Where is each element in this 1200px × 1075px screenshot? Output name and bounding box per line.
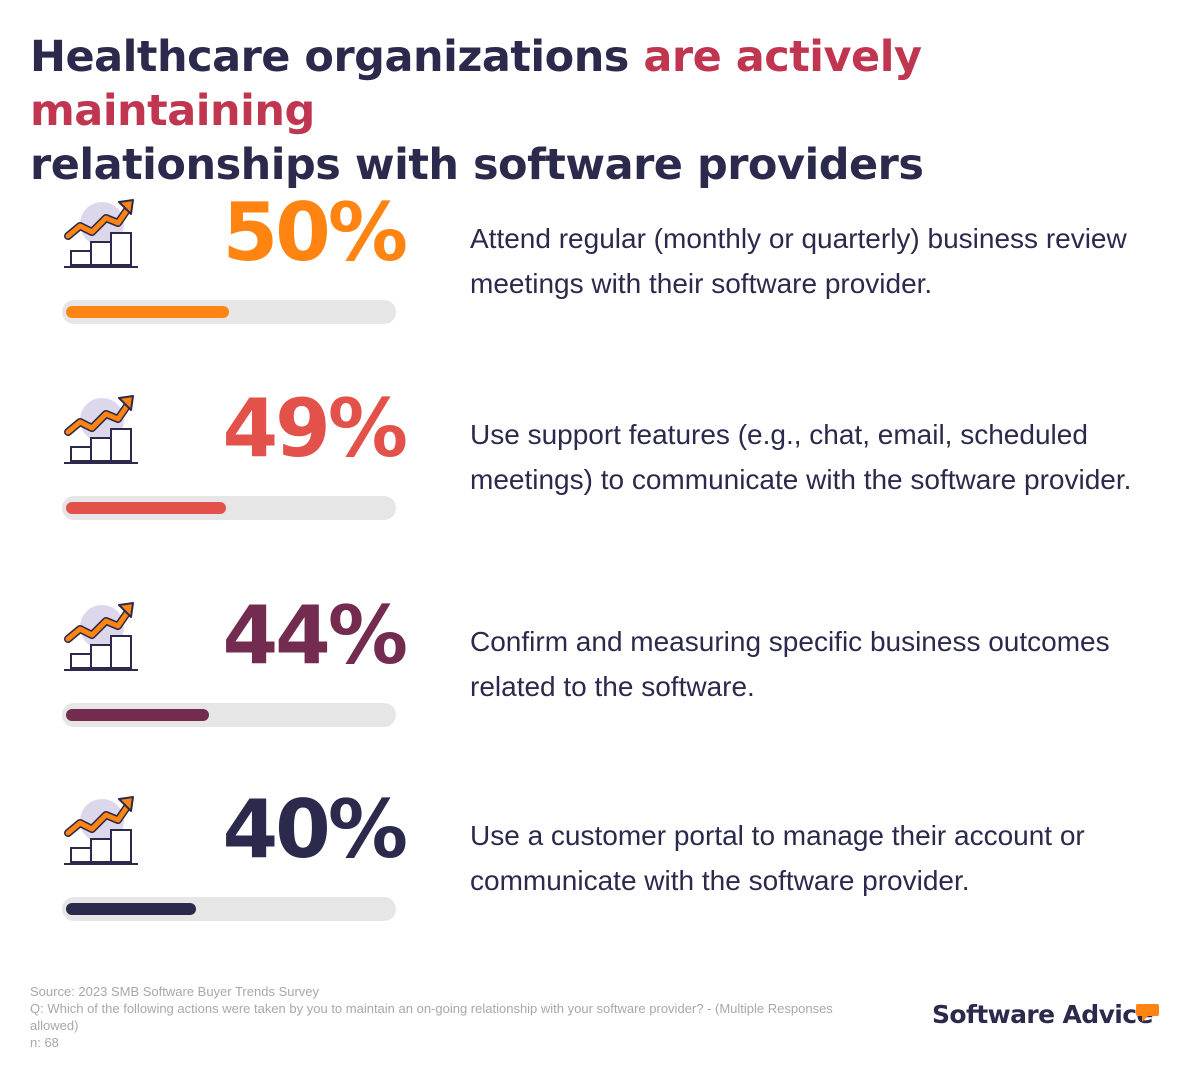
footer-question: Q: Which of the following actions were t… [30,1001,833,1033]
stat-row: 44% Confirm and measuring specific busine… [0,591,1200,759]
progress-bar [66,903,196,915]
progress-track [62,300,396,324]
stat-percentage: 49% [222,382,408,475]
growth-chart-icon [60,196,140,272]
growth-chart-icon [60,793,140,869]
stat-description: Attend regular (monthly or quarterly) bu… [470,223,1127,299]
footer-n: n: 68 [30,1035,59,1050]
title-part2: relationships with software providers [30,140,924,190]
brand-name: Software Advice [932,1000,1153,1029]
progress-bar [66,306,229,318]
stat-percentage: 44% [222,589,408,682]
stat-description: Use a customer portal to manage their ac… [470,820,1085,896]
progress-bar [66,709,209,721]
stat-row: 40% Use a customer portal to manage their… [0,785,1200,953]
stat-description: Confirm and measuring specific business … [470,626,1110,702]
page-title: Healthcare organizations are actively ma… [30,30,1180,192]
stat-row: 50% Attend regular (monthly or quarterly)… [0,188,1200,356]
progress-track [62,703,396,727]
progress-track [62,897,396,921]
progress-bar [66,502,226,514]
growth-chart-icon [60,599,140,675]
footer: Source: 2023 SMB Software Buyer Trends S… [30,983,860,1051]
stat-description: Use support features (e.g., chat, email,… [470,419,1132,495]
stat-percentage: 40% [222,783,408,876]
progress-track [62,496,396,520]
title-part1: Healthcare organizations [30,32,644,82]
title-highlight: are actively maintaining [30,32,922,136]
stat-row: 49% Use support features (e.g., chat, ema… [0,384,1200,552]
stat-percentage: 50% [222,186,408,279]
footer-source: Source: 2023 SMB Software Buyer Trends S… [30,984,320,999]
speech-bubble-logo-icon [1136,1004,1159,1022]
growth-chart-icon [60,392,140,468]
